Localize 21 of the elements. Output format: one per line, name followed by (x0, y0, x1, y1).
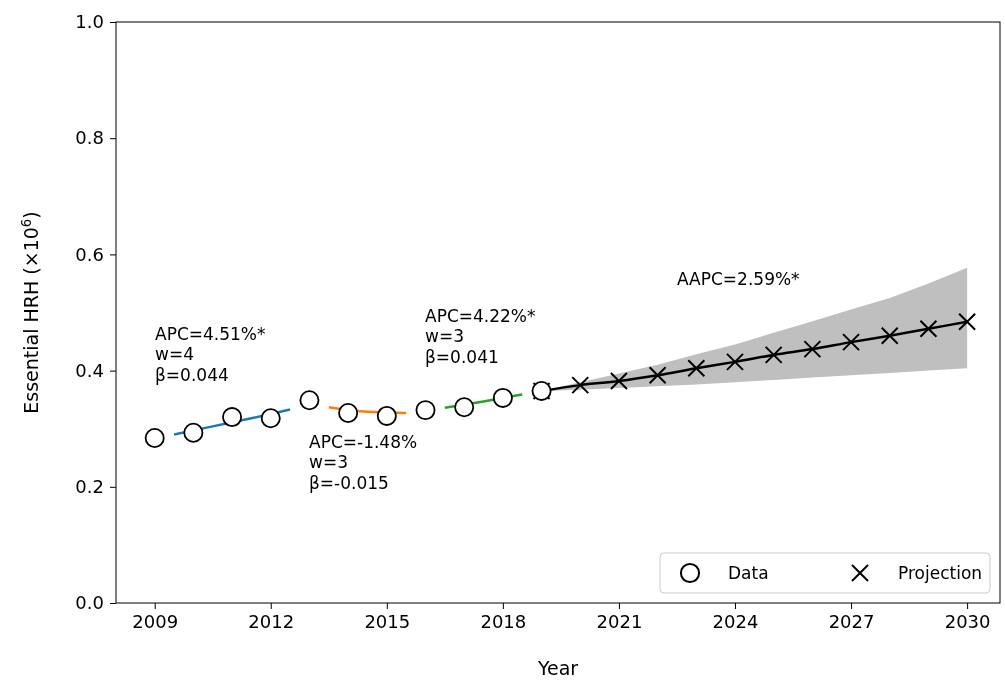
annotation: APC=4.51%* w=4 β=0.044 (155, 324, 266, 385)
x-tick-label: 2015 (364, 610, 411, 632)
annotation: APC=4.22%* w=3 β=0.041 (425, 306, 536, 367)
y-tick-label: 0.6 (75, 243, 104, 265)
x-axis-title: Year (536, 657, 579, 679)
y-tick-label: 0.2 (75, 476, 104, 498)
y-tick-label: 0.0 (75, 592, 104, 614)
annotation: APC=-1.48% w=3 β=-0.015 (309, 432, 418, 493)
x-tick-label: 2018 (480, 610, 527, 632)
annotation: AAPC=2.59%* (677, 269, 800, 289)
legend-label: Data (728, 563, 769, 583)
y-tick-label: 0.8 (75, 127, 104, 149)
x-tick-label: 2027 (828, 610, 875, 632)
legend-label: Projection (898, 563, 983, 583)
y-tick-label: 0.4 (75, 359, 104, 381)
x-tick-label: 2012 (248, 610, 295, 632)
x-tick-label: 2024 (712, 610, 759, 632)
x-tick-label: 2009 (132, 610, 179, 632)
x-tick-label: 2021 (596, 610, 643, 632)
x-tick-label: 2030 (944, 610, 991, 632)
y-tick-label: 1.0 (75, 11, 104, 33)
